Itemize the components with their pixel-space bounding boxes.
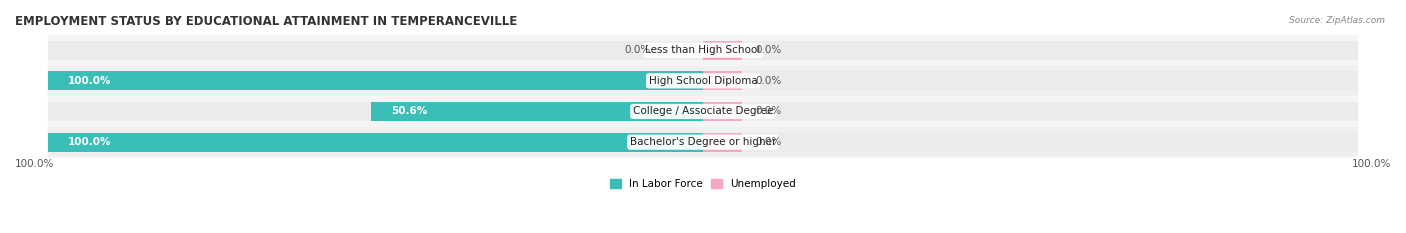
Bar — [703, 41, 742, 60]
Text: College / Associate Degree: College / Associate Degree — [633, 106, 773, 116]
Bar — [48, 71, 1358, 90]
Text: 0.0%: 0.0% — [755, 106, 782, 116]
Text: 0.0%: 0.0% — [755, 137, 782, 147]
Bar — [703, 133, 742, 152]
Bar — [371, 102, 703, 121]
Text: 100.0%: 100.0% — [67, 137, 111, 147]
Text: Less than High School: Less than High School — [645, 45, 761, 55]
Bar — [48, 133, 1358, 152]
Bar — [48, 71, 703, 90]
Bar — [48, 41, 1358, 60]
Bar — [703, 71, 742, 90]
Text: 50.6%: 50.6% — [391, 106, 427, 116]
Text: 0.0%: 0.0% — [755, 45, 782, 55]
Text: 0.0%: 0.0% — [624, 45, 651, 55]
Text: Source: ZipAtlas.com: Source: ZipAtlas.com — [1289, 16, 1385, 25]
FancyBboxPatch shape — [48, 127, 1358, 158]
Text: Bachelor's Degree or higher: Bachelor's Degree or higher — [630, 137, 776, 147]
Text: 100.0%: 100.0% — [1351, 159, 1391, 169]
Text: 100.0%: 100.0% — [67, 76, 111, 86]
Text: 100.0%: 100.0% — [15, 159, 55, 169]
FancyBboxPatch shape — [48, 96, 1358, 127]
Bar — [703, 102, 742, 121]
FancyBboxPatch shape — [48, 65, 1358, 96]
Text: 0.0%: 0.0% — [755, 76, 782, 86]
Legend: In Labor Force, Unemployed: In Labor Force, Unemployed — [610, 179, 796, 189]
Bar — [48, 133, 703, 152]
Bar — [48, 102, 1358, 121]
Text: EMPLOYMENT STATUS BY EDUCATIONAL ATTAINMENT IN TEMPERANCEVILLE: EMPLOYMENT STATUS BY EDUCATIONAL ATTAINM… — [15, 15, 517, 28]
Text: High School Diploma: High School Diploma — [648, 76, 758, 86]
FancyBboxPatch shape — [48, 35, 1358, 65]
